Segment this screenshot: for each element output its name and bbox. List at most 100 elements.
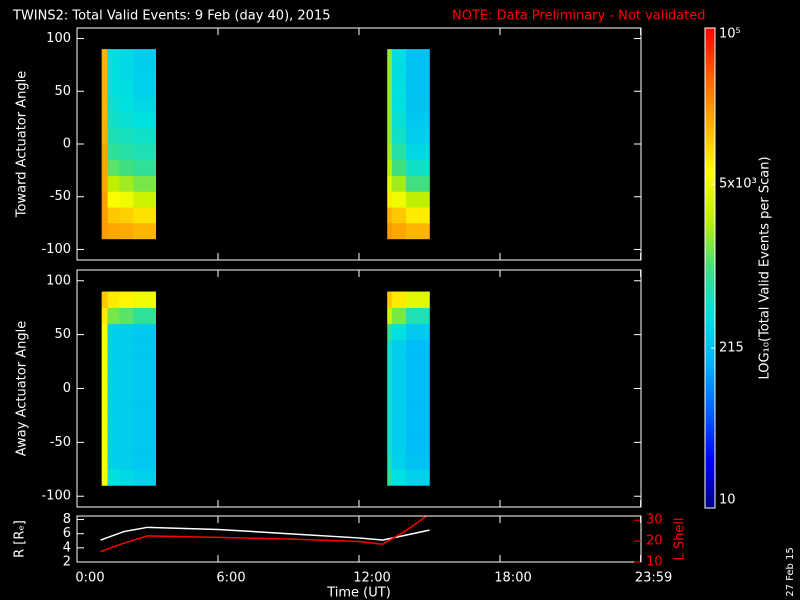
heatmap-cell: [387, 323, 393, 341]
heatmap-cell: [101, 291, 108, 309]
heatmap-cell: [133, 223, 157, 240]
heatmap-cell: [107, 372, 120, 389]
heatmap-cell: [101, 96, 108, 113]
heatmap-cell: [387, 128, 393, 145]
heatmap-cell: [119, 307, 134, 325]
heatmap-cell: [107, 420, 120, 438]
heatmap-cell: [101, 307, 108, 325]
heatmap-cell: [101, 420, 108, 438]
heatmap-cell: [133, 291, 157, 309]
heatmap-cell: [406, 175, 430, 192]
heatmap-cell: [107, 144, 120, 161]
y-tick-label: 8: [63, 512, 71, 527]
x-tick-label: 0:00: [75, 571, 104, 586]
heatmap-cell: [107, 436, 120, 454]
y-tick-label: 50: [54, 84, 71, 99]
heatmap-cell: [107, 96, 120, 113]
colorbar-tick-label: 10⁵: [719, 27, 741, 42]
y-tick-label: 100: [46, 31, 71, 46]
heatmap-cell: [387, 49, 393, 66]
heatmap-cell: [406, 128, 430, 145]
x-tick-label: 12:00: [353, 571, 390, 586]
heatmap-cell: [119, 96, 134, 113]
heatmap-cell: [119, 404, 134, 422]
heatmap-cell: [406, 207, 430, 224]
heatmap-cell: [107, 159, 120, 176]
heatmap-cell: [101, 128, 108, 145]
heatmap-cell: [107, 207, 120, 224]
heatmap-cell: [107, 80, 120, 97]
y-tick-label: -50: [50, 189, 71, 204]
heatmap-cell: [391, 223, 407, 240]
heatmap-cell: [101, 175, 108, 192]
heatmap-cell: [391, 307, 407, 325]
heatmap-cell: [101, 436, 108, 454]
y-tick-label: 6: [63, 526, 71, 541]
heatmap-cell: [119, 291, 134, 309]
heatmap-cell: [387, 96, 393, 113]
heatmap-cell: [101, 404, 108, 422]
data-line: [100, 526, 430, 541]
heatmap-cell: [391, 159, 407, 176]
y2-tick-label: 30: [646, 513, 663, 528]
heatmap-cell: [101, 112, 108, 129]
x-tick-label: 18:00: [494, 571, 531, 586]
heatmap-cell: [391, 80, 407, 97]
heatmap-cell: [406, 223, 430, 240]
heatmap-cell: [387, 340, 393, 357]
heatmap-cell: [119, 436, 134, 454]
heatmap-cell: [101, 388, 108, 405]
heatmap-cell: [391, 49, 407, 66]
heatmap-cell: [133, 128, 157, 145]
y-tick-label: 50: [54, 327, 71, 342]
heatmap-cell: [406, 144, 430, 161]
heatmap-cell: [101, 49, 108, 66]
heatmap-cell: [391, 175, 407, 192]
heatmap-cell: [101, 323, 108, 341]
heatmap-cell: [391, 420, 407, 438]
heatmap-cell: [107, 128, 120, 145]
heatmap-cell: [119, 128, 134, 145]
heatmap-cell: [107, 291, 120, 309]
heatmap-cell: [406, 356, 430, 373]
heatmap-cell: [391, 356, 407, 373]
heatmap-cell: [119, 372, 134, 389]
heatmap-cell: [133, 323, 157, 341]
colorbar-tick-label: 10: [719, 493, 736, 508]
heatmap-cell: [101, 340, 108, 357]
y-tick-label: 100: [46, 273, 71, 288]
heatmap-cell: [133, 420, 157, 438]
heatmap-cell: [101, 223, 108, 240]
heatmap-cell: [119, 175, 134, 192]
heatmap-cell: [391, 112, 407, 129]
heatmap-cell: [119, 49, 134, 66]
heatmap-cell: [133, 207, 157, 224]
y2-tick-label: 10: [646, 555, 663, 570]
y2-tick-label: 20: [646, 534, 663, 549]
heatmap-cell: [133, 96, 157, 113]
heatmap-cell: [406, 64, 430, 82]
heatmap-cell: [406, 372, 430, 389]
heatmap-cell: [133, 80, 157, 97]
plot-area: [100, 516, 430, 553]
heatmap-cell: [406, 469, 430, 486]
heatmap-cell: [133, 175, 157, 192]
heatmap-cell: [133, 144, 157, 161]
heatmap-cell: [101, 80, 108, 97]
heatmap-cell: [387, 144, 393, 161]
heatmap-cell: [119, 80, 134, 97]
heatmap-cell: [406, 404, 430, 422]
heatmap-cell: [133, 453, 157, 470]
heatmap-cell: [107, 356, 120, 373]
panel-frame: [76, 269, 642, 508]
heatmap-cell: [107, 223, 120, 240]
heatmap-cell: [406, 307, 430, 325]
heatmap-cell: [391, 372, 407, 389]
heatmap-cell: [133, 404, 157, 422]
heatmap-cell: [406, 453, 430, 470]
heatmap-cell: [391, 291, 407, 309]
y-tick-label: -50: [50, 435, 71, 450]
heatmap-cell: [119, 469, 134, 486]
colorbar-tick-label: 5x10³: [719, 177, 757, 192]
